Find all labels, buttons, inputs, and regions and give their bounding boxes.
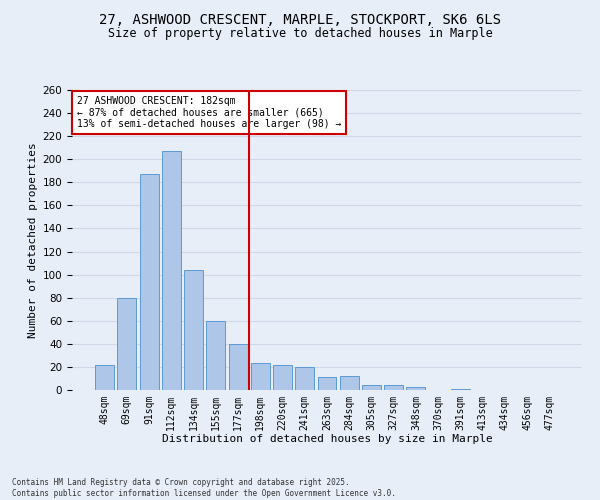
Text: 27 ASHWOOD CRESCENT: 182sqm
← 87% of detached houses are smaller (665)
13% of se: 27 ASHWOOD CRESCENT: 182sqm ← 87% of det… xyxy=(77,96,341,129)
Bar xyxy=(251,364,270,390)
Bar xyxy=(273,364,292,390)
Bar xyxy=(384,386,403,390)
Bar xyxy=(451,389,470,390)
Bar xyxy=(206,321,225,390)
Bar xyxy=(140,174,158,390)
Bar xyxy=(162,151,181,390)
Text: Size of property relative to detached houses in Marple: Size of property relative to detached ho… xyxy=(107,28,493,40)
Bar xyxy=(362,386,381,390)
Bar xyxy=(184,270,203,390)
Bar xyxy=(95,364,114,390)
Bar xyxy=(118,298,136,390)
Y-axis label: Number of detached properties: Number of detached properties xyxy=(28,142,38,338)
Bar xyxy=(295,367,314,390)
Bar xyxy=(317,378,337,390)
X-axis label: Distribution of detached houses by size in Marple: Distribution of detached houses by size … xyxy=(161,434,493,444)
Text: 27, ASHWOOD CRESCENT, MARPLE, STOCKPORT, SK6 6LS: 27, ASHWOOD CRESCENT, MARPLE, STOCKPORT,… xyxy=(99,12,501,26)
Bar xyxy=(229,344,248,390)
Bar xyxy=(340,376,359,390)
Bar xyxy=(406,386,425,390)
Text: Contains HM Land Registry data © Crown copyright and database right 2025.
Contai: Contains HM Land Registry data © Crown c… xyxy=(12,478,396,498)
